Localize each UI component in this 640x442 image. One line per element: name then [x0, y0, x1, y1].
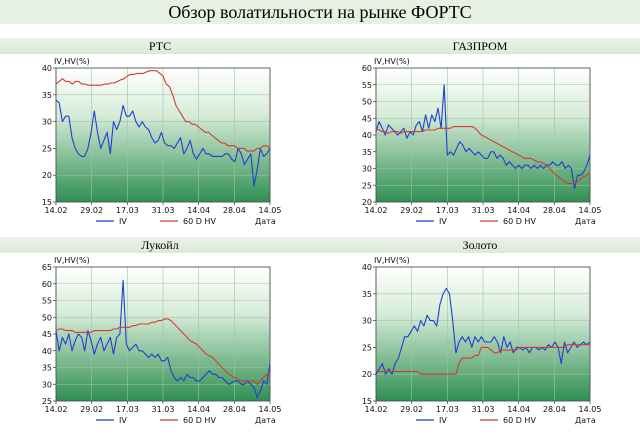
y-tick-label: 25 [362, 343, 372, 352]
x-axis-label: Дата [575, 416, 596, 425]
legend-label: IV [439, 416, 447, 425]
page-title: Обзор волатильности на рынке ФОРТС [0, 0, 640, 24]
chart-panel-gazprom: ГАЗПРОМ 20 25 30 35 40 45 50 55 60 14.02 29.02 17.0… [320, 38, 640, 243]
y-tick-label: 30 [42, 118, 52, 127]
plot-frame [55, 67, 271, 203]
y-tick-label: 35 [42, 91, 52, 100]
y-tick-label: 30 [362, 165, 372, 174]
x-tick-label: 14.02 [365, 405, 388, 414]
y-axis-label: IV,HV(%) [54, 256, 90, 265]
series-line-hv [55, 318, 271, 385]
x-tick-label: 14.04 [507, 405, 530, 414]
x-tick-label: 14.05 [259, 405, 282, 414]
series-line-hv [376, 344, 590, 375]
y-tick-label: 40 [362, 131, 372, 140]
chart-title: Золото [320, 237, 640, 253]
x-tick-label: 17.03 [116, 405, 139, 414]
series-line-iv [375, 287, 591, 375]
y-tick-label: 55 [362, 81, 372, 90]
y-tick-label: 30 [42, 380, 52, 389]
y-tick-label: 30 [362, 317, 372, 326]
y-tick-label: 40 [42, 347, 52, 356]
legend-label: IV [439, 217, 447, 226]
legend-label: 60 D HV [183, 416, 216, 425]
y-tick-label: 40 [362, 263, 372, 272]
y-tick-label: 35 [42, 364, 52, 373]
plot-frame [375, 67, 591, 203]
y-tick-label: 65 [42, 263, 52, 272]
x-axis-label: Дата [575, 217, 596, 226]
plot-frame [375, 266, 591, 402]
x-tick-label: 17.03 [116, 206, 139, 215]
x-tick-label: 17.03 [436, 405, 459, 414]
y-tick-label: 50 [362, 98, 372, 107]
x-tick-label: 14.04 [507, 206, 530, 215]
x-axis-label: Дата [255, 217, 276, 226]
series-line-iv [55, 99, 271, 187]
x-tick-label: 14.02 [365, 206, 388, 215]
x-tick-label: 29.02 [80, 405, 103, 414]
volatility-chart-lukoil: 25 30 35 40 45 50 55 60 65 14.02 29.02 17.03 31.03 14… [42, 256, 282, 425]
x-tick-label: 29.02 [80, 206, 103, 215]
legend-label: IV [119, 416, 127, 425]
y-tick-label: 60 [42, 280, 52, 289]
y-tick-label: 25 [42, 397, 52, 406]
y-tick-label: 45 [42, 330, 52, 339]
x-tick-label: 28.04 [543, 405, 566, 414]
legend-label: IV [119, 217, 127, 226]
y-tick-label: 20 [362, 370, 372, 379]
y-axis-label: IV,HV(%) [374, 57, 410, 66]
x-tick-label: 31.03 [472, 405, 495, 414]
y-tick-label: 15 [42, 198, 52, 207]
y-tick-label: 35 [362, 290, 372, 299]
x-axis-label: Дата [255, 416, 276, 425]
x-tick-label: 17.03 [436, 206, 459, 215]
x-tick-label: 14.05 [579, 206, 602, 215]
x-tick-label: 14.05 [579, 405, 602, 414]
volatility-chart-gazprom: 20 25 30 35 40 45 50 55 60 14.02 29.02 17.03 31.03 14… [362, 57, 602, 226]
x-tick-label: 31.03 [152, 206, 175, 215]
volatility-chart-gold: 15 20 25 30 35 40 14.02 29.02 17.03 31.03 14.04 28.… [362, 256, 602, 425]
y-tick-label: 50 [42, 313, 52, 322]
series-line-hv [55, 70, 271, 152]
x-tick-label: 14.02 [45, 405, 68, 414]
x-tick-label: 31.03 [152, 405, 175, 414]
y-tick-label: 20 [362, 198, 372, 207]
legend-label: 60 D HV [503, 416, 536, 425]
x-tick-label: 29.02 [400, 405, 423, 414]
y-tick-label: 15 [362, 397, 372, 406]
legend-label: 60 D HV [503, 217, 536, 226]
x-tick-label: 31.03 [472, 206, 495, 215]
chart-panel-rts: РТС 15 20 25 30 35 40 14.02 29.02 17.03 31.03 14.0… [0, 38, 320, 243]
y-axis-label: IV,HV(%) [374, 256, 410, 265]
x-tick-label: 14.04 [187, 206, 210, 215]
x-tick-label: 28.04 [543, 206, 566, 215]
x-tick-label: 14.05 [259, 206, 282, 215]
y-tick-label: 25 [42, 144, 52, 153]
series-line-iv [55, 279, 271, 399]
y-tick-label: 60 [362, 64, 372, 73]
volatility-chart-rts: 15 20 25 30 35 40 14.02 29.02 17.03 31.03 14.04 28.… [42, 57, 282, 226]
chart-title: Лукойл [0, 237, 320, 253]
y-tick-label: 25 [362, 181, 372, 190]
legend-label: 60 D HV [183, 217, 216, 226]
series-line-hv [375, 126, 591, 185]
y-tick-label: 35 [362, 148, 372, 157]
chart-title: ГАЗПРОМ [320, 38, 640, 54]
x-tick-label: 14.04 [187, 405, 210, 414]
chart-panel-lukoil: Лукойл 25 30 35 40 45 50 55 60 65 14.02 29.02 17.03… [0, 237, 320, 442]
series-line-iv [375, 84, 591, 190]
y-tick-label: 55 [42, 297, 52, 306]
y-axis-label: IV,HV(%) [54, 57, 90, 66]
x-tick-label: 29.02 [400, 206, 423, 215]
y-tick-label: 45 [362, 114, 372, 123]
y-tick-label: 40 [42, 64, 52, 73]
chart-title: РТС [0, 38, 320, 54]
x-tick-label: 28.04 [223, 206, 246, 215]
x-tick-label: 28.04 [223, 405, 246, 414]
chart-panel-gold: Золото 15 20 25 30 35 40 14.02 29.02 17.03 31.03 1… [320, 237, 640, 442]
x-tick-label: 14.02 [45, 206, 68, 215]
y-tick-label: 20 [42, 171, 52, 180]
